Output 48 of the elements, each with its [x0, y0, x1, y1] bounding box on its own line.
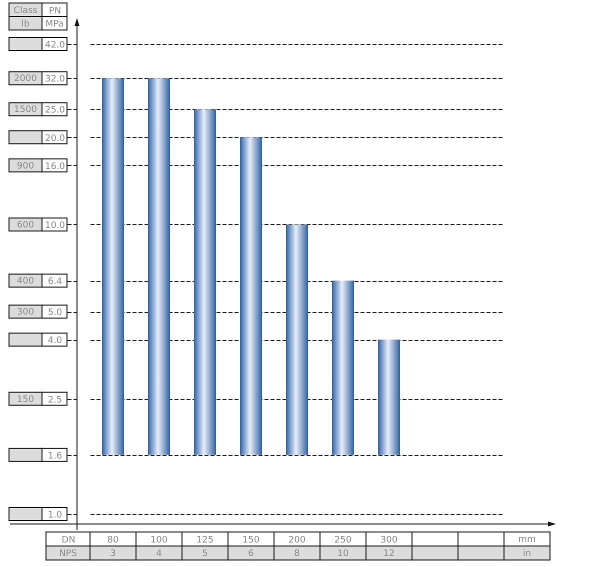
x-tick-label: 80	[107, 536, 119, 546]
bar	[332, 280, 354, 455]
text: mm	[518, 535, 536, 545]
text: 8	[294, 549, 300, 559]
y2-axis-title: Class	[14, 6, 38, 16]
category-label: 600	[16, 220, 34, 230]
text: 4	[156, 549, 162, 559]
y-tick-label: 5.0	[48, 308, 62, 318]
category-label: 1500	[14, 105, 37, 116]
x-tick-label: 100	[150, 536, 168, 546]
category-label: 300	[16, 308, 34, 318]
category-label: 400	[16, 276, 34, 287]
bar	[102, 78, 124, 455]
bar	[240, 137, 262, 455]
x-tick-label: 150	[242, 536, 260, 546]
bar	[194, 109, 216, 455]
text: 5	[202, 549, 208, 559]
text: in	[522, 549, 532, 559]
y-tick-label: 1.6	[48, 451, 62, 462]
text: MPa	[45, 19, 64, 30]
y-tick-label: 25.0	[44, 106, 66, 116]
text: 12	[383, 549, 395, 559]
x-axis-title: DN	[62, 536, 76, 546]
text: NPS	[59, 549, 78, 559]
text: lb	[21, 19, 30, 30]
y-axis-title: PN	[48, 6, 62, 16]
y-tick-label: 2.5	[48, 395, 62, 406]
bar	[378, 340, 400, 455]
bar	[286, 224, 308, 455]
x-tick-label: 250	[334, 536, 352, 546]
y-tick-label: 42.0	[44, 40, 66, 50]
y-tick-label: 20.0	[44, 134, 66, 144]
text: 3	[110, 549, 116, 559]
y-tick-label: 6.4	[48, 277, 62, 288]
category-label: 150	[16, 394, 34, 405]
text: 10	[337, 549, 349, 559]
y-tick-label: 4.0	[48, 336, 62, 346]
y-tick-label: 16.0	[44, 162, 66, 172]
y-tick-label: 10.0	[44, 220, 66, 231]
bar	[148, 78, 170, 455]
text: 6	[248, 549, 254, 559]
category-label: 900	[16, 161, 34, 172]
y-tick-label: 32.0	[44, 74, 66, 85]
x-tick-label: 300	[380, 536, 398, 546]
x-tick-label: 125	[196, 536, 214, 546]
category-label: 2000	[14, 74, 37, 84]
x-tick-label: 200	[288, 536, 306, 546]
y-tick-label: 1.0	[48, 510, 62, 520]
